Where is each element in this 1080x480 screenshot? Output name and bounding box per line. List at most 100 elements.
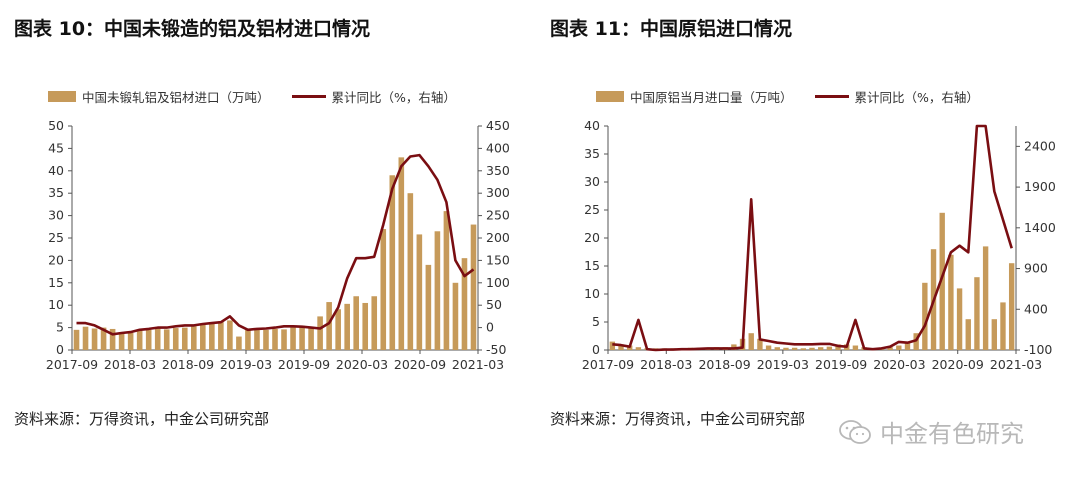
bar [635,347,642,350]
bar [389,175,396,350]
right-tick-label: 400 [1024,301,1048,316]
right-chart-plot: 0 5 10 15 20 25 30 35 40 -100 400 900 1400 1900 2400 20… [582,118,1056,372]
bar [200,324,206,350]
right-tick-label: 450 [486,118,510,133]
x-tick-label: 2020-03 [873,357,925,372]
right-tick-label: 300 [486,185,510,200]
left-chart-legend: 中国未锻轧铝及铝材进口（万吨） 累计同比（%，右轴） [48,88,456,105]
x-tick-label: 2020-09 [932,357,984,372]
bar [209,323,215,350]
bar [362,302,369,350]
bar [281,329,287,350]
x-tick-label: 2017-09 [46,357,98,372]
left-tick-label: 40 [48,163,64,178]
bar [299,325,305,350]
bar [398,157,405,350]
left-tick-label: 30 [48,208,64,223]
bar [154,328,161,350]
right-tick-label: 350 [486,163,510,178]
right-tick-label: 2400 [1024,138,1056,153]
left-tick-label: 50 [48,118,64,133]
right-tick-label: -100 [1024,342,1052,357]
bar [118,332,125,350]
bar [227,320,233,350]
bar [218,321,224,350]
bar [326,302,332,350]
right-tick-label: 1400 [1024,220,1056,235]
bar [145,329,152,350]
left-tick-label: 10 [48,297,64,312]
left-tick-label: 35 [584,146,600,161]
right-tick-label: 1900 [1024,179,1056,194]
right-source-note: 资料来源：万得资讯，中金公司研究部 [550,410,806,428]
x-tick-label: 2018-09 [162,357,214,372]
right-tick-label: 400 [486,140,510,155]
bar [852,345,859,350]
right-tick-label: 150 [486,252,510,267]
left-tick-label: 40 [584,118,600,133]
bar [887,347,893,350]
x-tick-label: 2019-03 [220,357,272,372]
left-tick-label: 0 [56,342,64,357]
bar [982,246,989,350]
x-tick-label: 2019-03 [757,357,809,372]
bar [371,296,378,350]
bar [163,329,170,350]
watermark-text: 中金有色研究 [880,420,1024,448]
left-tick-label: 20 [584,230,600,245]
bar [317,316,323,350]
bar [939,212,945,350]
left-tick-label: 30 [584,174,600,189]
bar [272,328,278,350]
bar [380,229,387,350]
bar [461,258,468,350]
wechat-icon [839,419,871,444]
bar [254,328,260,350]
left-tick-label: 5 [592,314,600,329]
bar [609,341,616,350]
x-tick-label: 2020-09 [394,357,446,372]
left-chart-title: 图表 10：中国未锻造的铝及铝材进口情况 [14,18,371,40]
bar [82,326,89,350]
x-tick-label: 2018-03 [640,357,692,372]
bar [353,296,359,350]
right-chart-legend: 中国原铝当月进口量（万吨） 累计同比（%，右轴） [596,88,979,105]
bar [974,277,980,350]
left-tick-label: 45 [48,140,64,155]
legend-bar-label: 中国原铝当月进口量（万吨） [630,89,793,105]
bar [948,254,954,350]
bar [236,336,242,350]
bar [826,346,833,350]
x-tick-label: 2017-09 [582,357,634,372]
bar [956,288,963,350]
bar [965,319,971,350]
bar [335,309,341,350]
bar [783,347,789,350]
bar [913,333,919,350]
right-tick-label: 100 [486,275,510,290]
left-tick-label: 35 [48,185,64,200]
right-tick-label: 900 [1024,261,1048,276]
left-tick-label: 15 [48,275,64,290]
bar [425,264,432,350]
left-source-note: 资料来源：万得资讯，中金公司研究部 [14,410,270,428]
bar [1008,263,1015,350]
bar [290,326,296,350]
left-tick-label: 10 [584,286,600,301]
bar [774,347,780,350]
bar [191,326,197,350]
bar [434,231,441,350]
left-tick-label: 20 [48,252,64,267]
left-tick-label: 15 [584,258,600,273]
left-chart-plot: 0 5 10 15 20 25 30 35 40 45 50 -50 0 50 100 150 200 250 30… [46,118,510,372]
bar [91,328,98,350]
bar [245,329,251,350]
right-chart-panel: 图表 11：中国原铝进口情况 中国原铝当月进口量（万吨） 累计同比（%，右轴） … [540,0,1070,480]
bar [127,332,134,350]
watermark: 中金有色研究 [838,414,1024,449]
bar [172,328,179,350]
right-tick-label: 50 [486,297,502,312]
bar [817,347,824,350]
cumulative-yoy-line [76,153,475,336]
bar [181,327,188,350]
